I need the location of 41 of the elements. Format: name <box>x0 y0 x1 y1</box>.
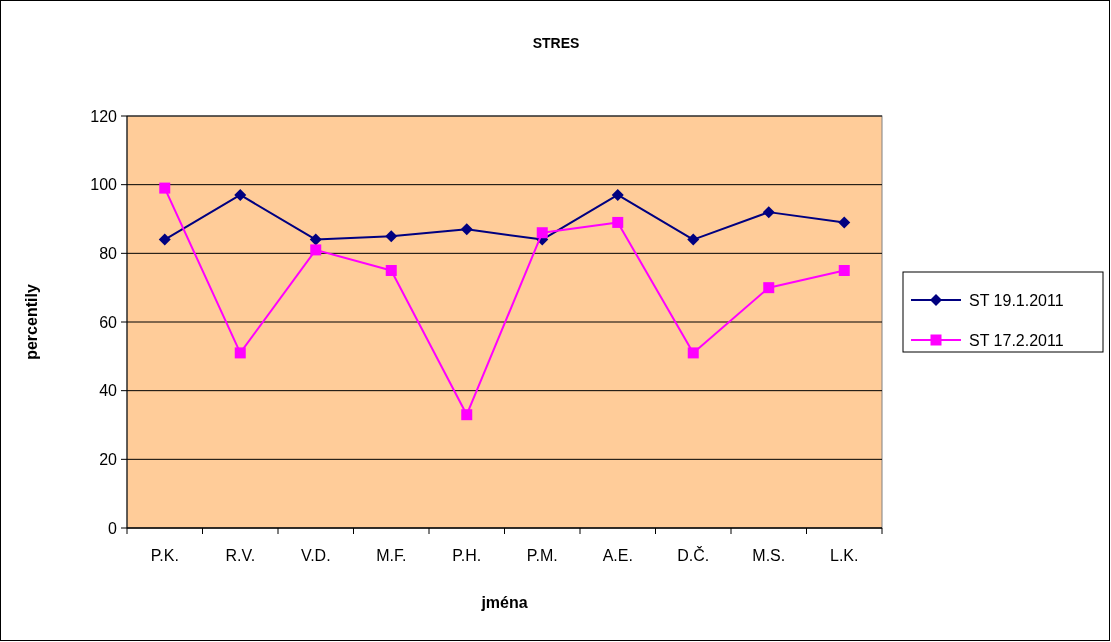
chart-title: STRES <box>532 35 580 51</box>
point <box>158 233 171 246</box>
y-axis-title: percentily <box>23 284 40 360</box>
point <box>234 188 247 201</box>
point <box>159 182 171 194</box>
x-tick-label: A.E. <box>602 547 633 564</box>
point <box>385 265 397 276</box>
point <box>309 233 322 246</box>
point <box>234 347 246 359</box>
x-tick-label: L.K. <box>830 547 859 564</box>
x-tick-label: R.V. <box>225 547 256 564</box>
point <box>461 409 473 421</box>
point <box>762 206 775 219</box>
point <box>460 223 473 236</box>
x-tick-label: D.Č. <box>677 546 710 564</box>
y-tick-label: 0 <box>108 519 118 537</box>
x-tick-label: M.S. <box>752 547 786 564</box>
y-tick-label: 60 <box>99 313 118 331</box>
legend-label: ST 19.1.2011 <box>969 291 1064 309</box>
point <box>385 230 398 243</box>
x-axis-title: jména <box>480 594 528 611</box>
point <box>763 282 775 294</box>
point <box>612 216 624 228</box>
x-tick-label: M.F. <box>376 547 407 564</box>
x-tick-label: P.H. <box>452 547 482 564</box>
y-tick-label: 20 <box>99 450 118 468</box>
x-tick-label: P.M. <box>526 547 558 564</box>
legend-label: ST 17.2.2011 <box>969 331 1064 349</box>
y-tick-label: 40 <box>99 382 118 400</box>
point <box>838 216 851 229</box>
point <box>611 188 624 201</box>
point <box>687 233 700 246</box>
y-tick-label: 100 <box>90 176 118 194</box>
x-tick-label: P.K. <box>150 547 179 564</box>
point <box>536 227 548 239</box>
x-tick-label: V.D. <box>300 547 331 564</box>
y-tick-label: 120 <box>90 107 118 125</box>
point <box>838 265 850 276</box>
y-tick-label: 80 <box>99 244 118 262</box>
point <box>687 347 699 359</box>
point <box>310 244 322 256</box>
